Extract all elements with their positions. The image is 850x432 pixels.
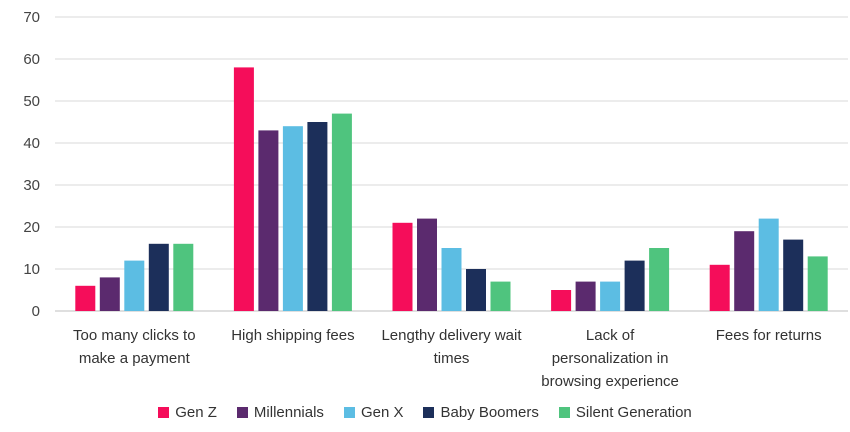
bar-gen-z	[551, 290, 572, 311]
y-axis-ticks: 0 10 20 30 40 50 60 70	[23, 9, 40, 320]
bar-silent-generation	[173, 243, 194, 311]
legend-swatch	[558, 407, 570, 418]
x-category-label-line: Too many clicks to	[73, 327, 196, 344]
bar-gen-x	[758, 218, 779, 311]
x-category-label-line: Fees for returns	[716, 327, 822, 344]
bar-baby-boomers	[466, 269, 486, 311]
x-category-label: Lengthy delivery wait times	[381, 327, 522, 367]
bar-gen-z	[709, 264, 730, 311]
legend-label: Baby Boomers	[440, 404, 539, 421]
legend-item: Millennials	[236, 404, 324, 421]
legend-item: Silent Generation	[558, 404, 692, 421]
x-category-label: Lack of personalization in browsing experi…	[541, 327, 679, 390]
legend-label: Gen Z	[175, 404, 217, 421]
x-axis-labels: Too many clicks to make a payment High shi…	[73, 327, 822, 390]
legend-swatch	[343, 407, 355, 418]
y-tick-label: 20	[23, 219, 40, 236]
y-tick-label: 70	[23, 9, 40, 26]
x-category-label-line: High shipping fees	[231, 327, 354, 344]
bar-gen-x	[441, 248, 462, 311]
bar-gen-x	[600, 281, 621, 311]
legend-label: Millennials	[253, 404, 324, 421]
x-category-label-line: make a payment	[79, 350, 191, 367]
bar-millennials	[575, 281, 596, 311]
legend: Gen Z Millennials Gen X Baby Boomers Silent …	[0, 404, 850, 421]
bar-baby-boomers	[307, 122, 328, 311]
x-category-label: High shipping fees	[231, 327, 354, 344]
y-tick-label: 0	[32, 303, 40, 320]
x-category-label-line: Lengthy delivery wait	[381, 327, 522, 344]
legend-swatch	[236, 407, 248, 418]
bar-silent-generation	[807, 256, 828, 311]
legend-swatch	[158, 407, 170, 418]
legend-swatch	[423, 407, 435, 418]
bar-millennials	[258, 130, 279, 311]
legend-item: Gen Z	[158, 404, 217, 421]
bar-gen-z	[233, 67, 254, 312]
y-tick-label: 40	[23, 135, 40, 152]
bar-silent-generation	[490, 281, 511, 311]
bar-gen-z	[392, 222, 413, 311]
legend-label: Silent Generation	[575, 404, 692, 421]
x-category-label-line: times	[434, 350, 470, 367]
y-tick-label: 50	[23, 93, 40, 110]
bar-gen-x	[124, 260, 145, 311]
x-category-label-line: Lack of	[586, 327, 635, 344]
bar-baby-boomers	[148, 243, 169, 311]
bars	[75, 67, 828, 312]
x-category-label: Too many clicks to make a payment	[73, 327, 196, 367]
bar-gen-z	[75, 285, 96, 311]
y-tick-label: 60	[23, 51, 40, 68]
bar-millennials	[734, 231, 755, 311]
bar-silent-generation	[649, 248, 670, 311]
bar-silent-generation	[331, 113, 352, 311]
legend-item: Gen X	[343, 404, 404, 421]
bar-baby-boomers	[783, 239, 804, 311]
y-tick-label: 10	[23, 261, 40, 278]
x-category-label-line: browsing experience	[541, 373, 679, 390]
x-category-label-line: personalization in	[552, 350, 669, 367]
bar-baby-boomers	[624, 260, 645, 311]
bar-millennials	[99, 277, 120, 311]
legend-item: Baby Boomers	[423, 404, 539, 421]
y-tick-label: 30	[23, 177, 40, 194]
bar-gen-x	[282, 126, 303, 311]
bar-millennials	[417, 218, 437, 311]
legend-label: Gen X	[360, 404, 404, 421]
x-category-label: Fees for returns	[716, 327, 822, 344]
